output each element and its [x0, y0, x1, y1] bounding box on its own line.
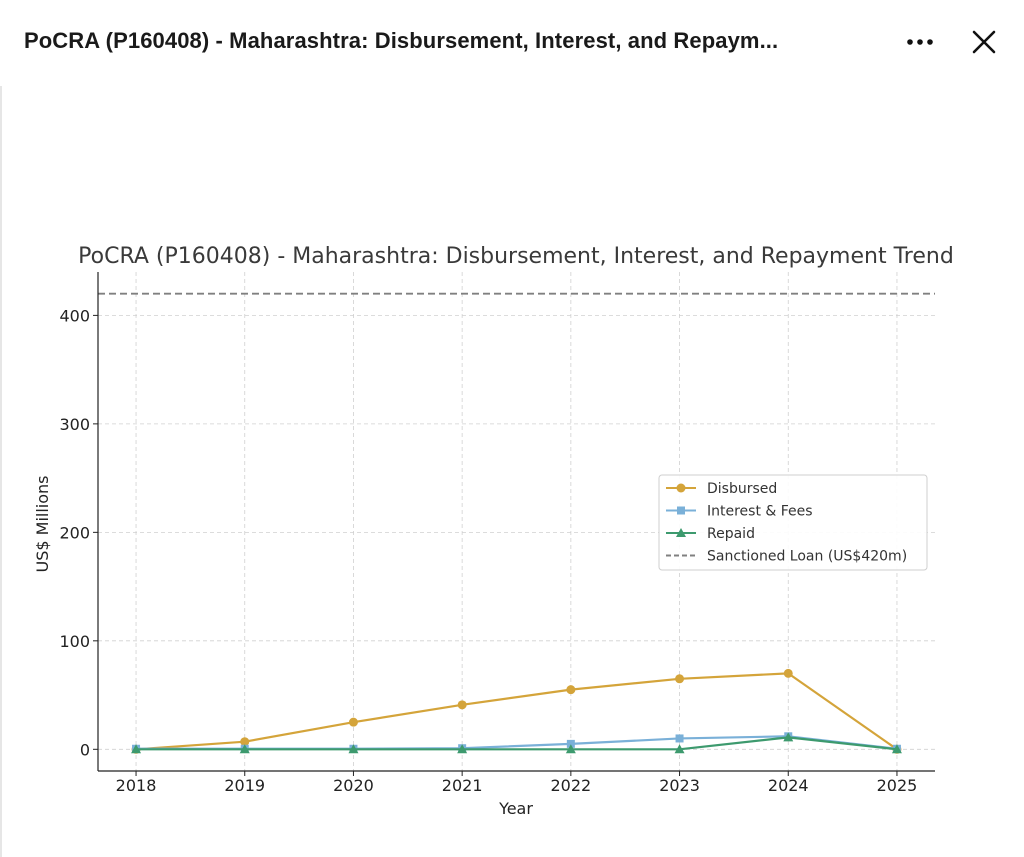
legend-entry: Disbursed: [666, 481, 777, 497]
y-tick-label: 300: [59, 415, 90, 434]
legend-swatch-marker: [676, 528, 686, 537]
legend-label: Disbursed: [707, 481, 777, 497]
legend-label: Repaid: [707, 526, 755, 542]
data-point: [457, 744, 468, 754]
data-point: [566, 739, 575, 748]
y-axis-label: US$ Millions: [33, 476, 52, 573]
series-repaid: [131, 732, 902, 754]
x-axis-label: Year: [498, 799, 533, 818]
x-tick-label: 2024: [768, 776, 809, 795]
data-point: [239, 744, 250, 754]
series-line: [135, 672, 898, 751]
close-button[interactable]: [964, 22, 1004, 62]
more-horizontal-icon: [907, 39, 933, 45]
legend-swatch-marker: [676, 483, 686, 493]
data-point: [783, 668, 793, 678]
legend-entry: Repaid: [666, 526, 755, 542]
x-tick-label: 2020: [333, 776, 374, 795]
x-tick-label: 2022: [550, 776, 591, 795]
legend: Disbursed Interest & Fees Repaid Sanctioned…: [658, 474, 928, 571]
more-options-button[interactable]: [900, 24, 940, 60]
y-tick-label: 0: [80, 740, 90, 759]
data-point: [783, 732, 794, 742]
x-tick-label: 2025: [877, 776, 918, 795]
window-title: PoCRA (P160408) - Maharashtra: Disbursem…: [24, 28, 779, 53]
data-point: [675, 674, 685, 684]
data-point: [891, 744, 902, 754]
x-tick-label: 2019: [224, 776, 265, 795]
window-left-border: [0, 86, 2, 857]
x-tick-label: 2021: [442, 776, 483, 795]
axes: 2018 2019 2020 2021 2022 2023 2024 2025 0 100 200 3…: [59, 272, 935, 795]
window-header: PoCRA (P160408) - Maharashtra: Disbursem…: [0, 0, 1024, 86]
legend-entry: Interest & Fees: [666, 504, 813, 520]
data-point: [240, 737, 250, 747]
legend-swatch-marker: [677, 506, 685, 515]
legend-label: Sanctioned Loan (US$420m): [707, 549, 907, 565]
data-point: [131, 744, 142, 754]
series-disbursed: [131, 668, 902, 754]
legend-box: [658, 474, 928, 571]
legend-label: Interest & Fees: [707, 504, 813, 520]
y-tick-label: 400: [59, 306, 90, 325]
data-point: [566, 685, 576, 695]
chart-title: PoCRA (P160408) - Maharashtra: Disbursem…: [78, 244, 954, 269]
y-tick-label: 100: [59, 632, 90, 651]
x-tick-label: 2023: [659, 776, 700, 795]
series-layer: [131, 668, 902, 754]
y-tick-label: 200: [59, 523, 90, 542]
x-tick-label: 2018: [116, 776, 157, 795]
data-point: [348, 744, 359, 754]
series-line: [136, 736, 898, 751]
data-point: [348, 717, 358, 727]
close-icon: [972, 30, 996, 54]
data-point: [675, 734, 684, 743]
data-point: [565, 744, 576, 754]
data-point: [674, 744, 685, 754]
legend-entry: Sanctioned Loan (US$420m): [666, 549, 907, 565]
data-point: [457, 700, 467, 710]
